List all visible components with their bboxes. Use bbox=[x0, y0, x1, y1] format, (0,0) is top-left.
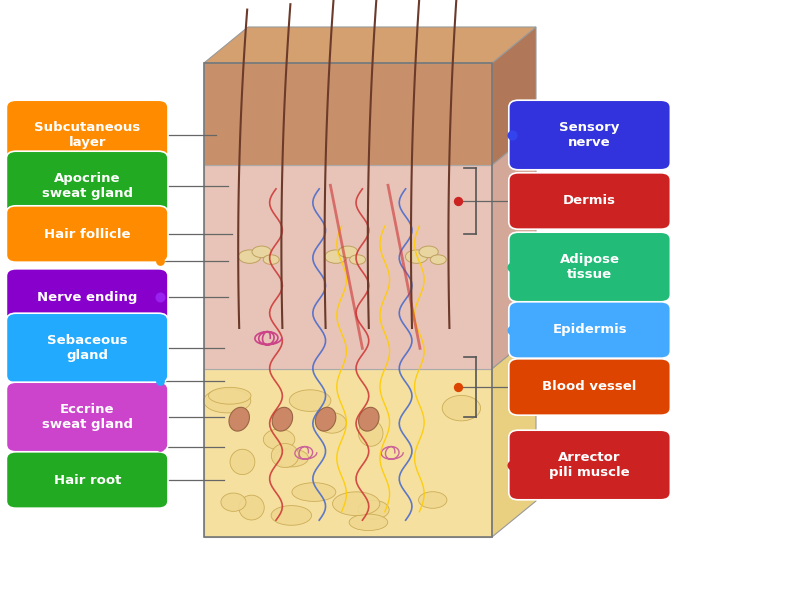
Ellipse shape bbox=[263, 429, 295, 450]
Ellipse shape bbox=[418, 492, 447, 508]
Text: Hair follicle: Hair follicle bbox=[44, 227, 130, 241]
FancyBboxPatch shape bbox=[509, 359, 670, 415]
FancyBboxPatch shape bbox=[509, 430, 670, 500]
Ellipse shape bbox=[442, 395, 481, 421]
Point bbox=[506, 325, 518, 335]
Text: Sensory
nerve: Sensory nerve bbox=[559, 121, 620, 149]
Ellipse shape bbox=[209, 388, 251, 404]
Text: Dermis: Dermis bbox=[563, 194, 616, 208]
Ellipse shape bbox=[271, 506, 311, 525]
Ellipse shape bbox=[272, 407, 293, 431]
FancyBboxPatch shape bbox=[6, 313, 168, 383]
Polygon shape bbox=[204, 165, 492, 369]
Polygon shape bbox=[492, 27, 536, 165]
FancyBboxPatch shape bbox=[6, 100, 168, 170]
Polygon shape bbox=[204, 369, 492, 537]
Text: Apocrine
sweat gland: Apocrine sweat gland bbox=[42, 172, 133, 200]
Ellipse shape bbox=[274, 449, 309, 467]
Point bbox=[154, 343, 166, 353]
Ellipse shape bbox=[315, 407, 336, 431]
FancyBboxPatch shape bbox=[509, 100, 670, 170]
Ellipse shape bbox=[318, 413, 346, 433]
Text: Blood vessel: Blood vessel bbox=[542, 380, 637, 394]
FancyBboxPatch shape bbox=[6, 269, 168, 325]
Point bbox=[154, 256, 166, 266]
Ellipse shape bbox=[338, 246, 358, 257]
Text: Epidermis: Epidermis bbox=[552, 323, 627, 337]
Ellipse shape bbox=[229, 407, 250, 431]
Ellipse shape bbox=[271, 443, 298, 467]
Point bbox=[506, 262, 518, 272]
Point bbox=[154, 442, 166, 452]
FancyBboxPatch shape bbox=[6, 151, 168, 221]
Text: Eccrine
sweat gland: Eccrine sweat gland bbox=[42, 403, 133, 431]
Point bbox=[154, 229, 166, 239]
Polygon shape bbox=[492, 129, 536, 369]
Ellipse shape bbox=[430, 255, 446, 265]
Ellipse shape bbox=[419, 246, 438, 257]
Ellipse shape bbox=[406, 250, 428, 263]
Ellipse shape bbox=[230, 449, 255, 475]
Ellipse shape bbox=[333, 492, 380, 515]
Text: Nerve ending: Nerve ending bbox=[37, 290, 138, 304]
Text: Adipose
tissue: Adipose tissue bbox=[560, 253, 620, 281]
FancyBboxPatch shape bbox=[509, 173, 670, 229]
Point bbox=[154, 376, 166, 386]
Ellipse shape bbox=[203, 389, 250, 413]
Ellipse shape bbox=[349, 514, 388, 530]
Point bbox=[506, 460, 518, 470]
Polygon shape bbox=[204, 27, 536, 63]
Ellipse shape bbox=[252, 246, 271, 257]
Text: Subcutaneous
layer: Subcutaneous layer bbox=[34, 121, 140, 149]
Ellipse shape bbox=[358, 420, 383, 446]
Ellipse shape bbox=[325, 250, 347, 263]
Point bbox=[154, 475, 166, 485]
Ellipse shape bbox=[358, 407, 379, 431]
Polygon shape bbox=[204, 63, 492, 165]
Ellipse shape bbox=[263, 255, 279, 265]
Point bbox=[506, 130, 518, 140]
Ellipse shape bbox=[239, 495, 264, 520]
FancyBboxPatch shape bbox=[6, 206, 168, 262]
Ellipse shape bbox=[350, 255, 366, 265]
Point bbox=[154, 181, 166, 191]
Text: Sebaceous
gland: Sebaceous gland bbox=[47, 334, 127, 362]
FancyBboxPatch shape bbox=[6, 382, 168, 452]
Text: Hair root: Hair root bbox=[54, 473, 121, 487]
FancyBboxPatch shape bbox=[509, 302, 670, 358]
FancyBboxPatch shape bbox=[6, 452, 168, 508]
Point bbox=[452, 382, 465, 392]
Ellipse shape bbox=[290, 390, 331, 412]
Point bbox=[154, 292, 166, 302]
FancyBboxPatch shape bbox=[509, 232, 670, 302]
Point bbox=[452, 196, 465, 206]
Ellipse shape bbox=[292, 483, 336, 502]
Text: Arrector
pili muscle: Arrector pili muscle bbox=[550, 451, 630, 479]
Ellipse shape bbox=[358, 500, 389, 519]
Ellipse shape bbox=[238, 250, 261, 263]
Ellipse shape bbox=[221, 493, 246, 511]
Polygon shape bbox=[492, 333, 536, 537]
Point bbox=[154, 130, 166, 140]
Point bbox=[154, 412, 166, 422]
